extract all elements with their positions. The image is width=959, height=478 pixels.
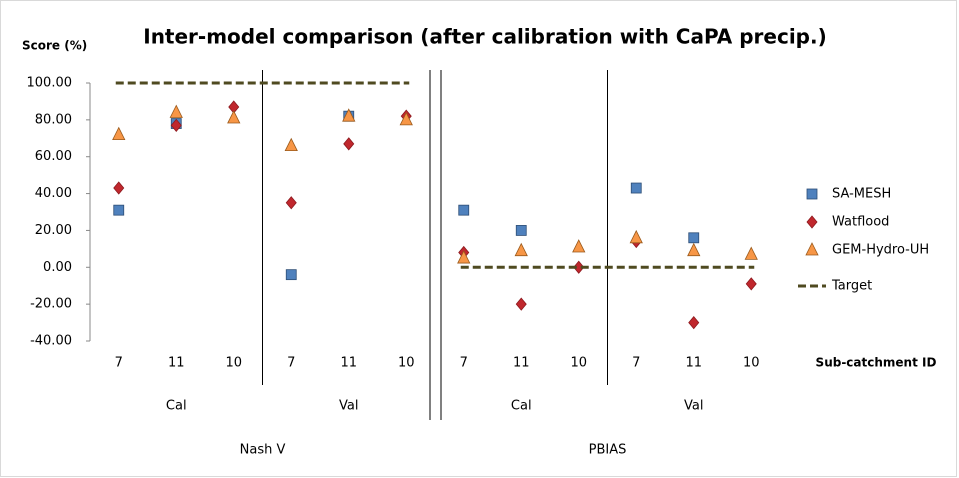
x-tick-label: 11 xyxy=(513,356,530,371)
chart-title: Inter-model comparison (after calibratio… xyxy=(143,25,827,49)
marker xyxy=(227,110,241,124)
marker xyxy=(170,118,182,133)
marker xyxy=(285,269,297,281)
x-tick-label: 7 xyxy=(460,356,468,371)
x-tick-label: 10 xyxy=(570,356,587,371)
marker xyxy=(285,196,297,210)
marker xyxy=(515,225,527,236)
y-tick-label: 60.00 xyxy=(35,149,72,164)
x-tick-label: 11 xyxy=(685,356,702,371)
y-tick-label: 40.00 xyxy=(35,186,72,201)
legend-swatch xyxy=(806,188,818,200)
marker xyxy=(342,108,356,122)
x-tick-label: 10 xyxy=(743,356,760,371)
legend-label: SA-MESH xyxy=(832,187,891,202)
legend-label: Target xyxy=(831,279,872,294)
marker xyxy=(113,204,125,216)
x-tick-label: 10 xyxy=(225,356,242,371)
subgroup-label: Cal xyxy=(511,399,532,414)
group-label: PBIAS xyxy=(589,443,627,458)
marker xyxy=(687,242,701,257)
marker xyxy=(514,242,528,257)
marker xyxy=(573,260,585,274)
x-tick-label: 7 xyxy=(115,356,123,371)
group-label: Nash V xyxy=(240,443,286,458)
y-axis-title: Score (%) xyxy=(22,39,87,53)
marker xyxy=(572,239,586,253)
x-tick-label: 11 xyxy=(168,356,185,371)
legend-swatch xyxy=(805,242,819,256)
marker xyxy=(688,232,700,244)
x-tick-label: 10 xyxy=(398,356,415,371)
marker xyxy=(457,250,471,264)
marker xyxy=(113,181,125,195)
marker xyxy=(630,182,642,194)
marker xyxy=(458,204,470,216)
legend-label: Watflood xyxy=(832,215,889,230)
y-tick-label: -20.00 xyxy=(30,297,72,312)
y-tick-label: -40.00 xyxy=(30,334,72,349)
legend-swatch xyxy=(806,215,818,229)
marker xyxy=(629,229,643,244)
marker xyxy=(112,126,126,140)
x-tick-label: 7 xyxy=(287,356,295,371)
subgroup-label: Val xyxy=(684,399,703,414)
marker xyxy=(343,137,355,151)
x-tick-label: 7 xyxy=(632,356,640,371)
x-axis-title: Sub-catchment ID xyxy=(816,356,937,370)
marker xyxy=(688,315,700,330)
y-tick-label: 100.00 xyxy=(27,76,73,91)
marker xyxy=(169,104,183,118)
marker xyxy=(515,297,527,311)
subgroup-label: Val xyxy=(339,399,358,414)
legend-label: GEM-Hydro-UH xyxy=(832,243,929,258)
marker xyxy=(745,277,757,291)
subgroup-label: Cal xyxy=(166,399,187,414)
marker xyxy=(744,246,758,260)
x-tick-label: 11 xyxy=(340,356,357,371)
y-tick-label: 80.00 xyxy=(35,112,72,127)
marker xyxy=(399,111,413,126)
y-tick-label: 0.00 xyxy=(43,260,72,275)
marker xyxy=(284,137,298,152)
y-tick-label: 20.00 xyxy=(35,223,72,238)
